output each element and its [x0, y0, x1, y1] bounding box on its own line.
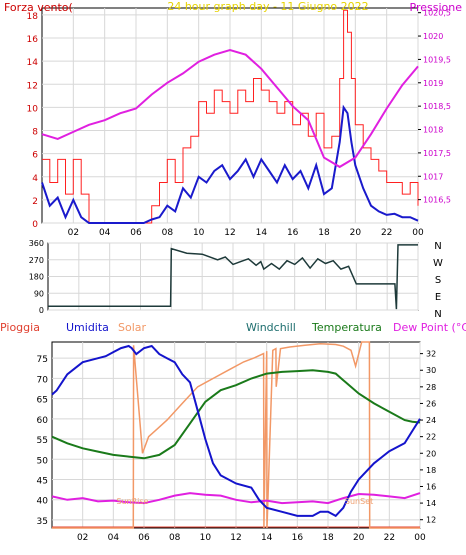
pressure-line	[41, 49, 419, 169]
legend-item: Umidita	[66, 321, 109, 334]
wind-tick-label: 18	[27, 12, 39, 22]
temperature-line	[51, 369, 421, 460]
humidity-tick-label: 40	[37, 497, 49, 507]
humidity-line	[51, 344, 421, 518]
legend-item: Dew Point (°C)	[393, 321, 466, 334]
compass-label: N	[434, 309, 441, 320]
time-tick-label: 14	[256, 228, 268, 238]
legend-item: Windchill	[246, 321, 296, 334]
temp-tick-label: 18	[426, 466, 436, 475]
wind-tick-label: 8	[32, 128, 38, 138]
temp-tick-label: 16	[426, 482, 436, 491]
temp-tick-label: 20	[426, 449, 436, 458]
wind-tick-label: 14	[27, 58, 39, 68]
pressure-tick-label: 1020	[423, 32, 443, 41]
time-tick-label: 02	[77, 533, 88, 543]
time-tick-label: 08	[169, 533, 181, 543]
wind-axis-label: Forza vento(	[4, 1, 73, 14]
temp-tick-label: 26	[426, 399, 436, 408]
time-tick-label: 20	[350, 228, 362, 238]
temp-tick-label: 30	[426, 366, 436, 375]
compass-label: N	[434, 241, 441, 252]
humidity-tick-label: 50	[37, 456, 49, 466]
humidity-tick-label: 65	[37, 396, 48, 406]
compass-label: E	[435, 292, 441, 303]
pressure-tick-label: 1020,5	[423, 9, 451, 18]
time-tick-label: 00	[412, 228, 424, 238]
wind-tick-label: 10	[27, 104, 39, 114]
temp-tick-label: 28	[426, 383, 436, 392]
wind-tick-label: 0	[32, 220, 38, 230]
wind-tick-label: 4	[32, 174, 38, 184]
temp-tick-label: 24	[426, 416, 436, 425]
pressure-tick-label: 1018	[423, 126, 443, 135]
temp-tick-label: 32	[426, 350, 436, 359]
direction-line	[48, 244, 418, 310]
wind-tick-label: 6	[32, 151, 38, 161]
legend-item: Pioggia	[0, 321, 40, 334]
time-tick-label: 06	[138, 533, 150, 543]
humidity-tick-label: 55	[37, 436, 48, 446]
legend-item: Temperatura	[311, 321, 382, 334]
humidity-tick-label: 60	[37, 416, 49, 426]
time-tick-label: 00	[414, 533, 426, 543]
wind-tick-label: 12	[27, 81, 38, 91]
sunset-label: SunSet	[345, 497, 373, 506]
humidity-tick-label: 70	[37, 375, 49, 385]
direction-tick-label: 90	[34, 289, 44, 298]
time-tick-label: 02	[68, 228, 79, 238]
time-tick-label: 16	[287, 228, 299, 238]
temp-humidity-chart: SunRise SunSet 35 40 45 50 55 60 65 70 75 12 14 16 18…	[0, 321, 466, 543]
time-tick-label: 16	[292, 533, 304, 543]
time-tick-label: 04	[108, 533, 120, 543]
time-tick-label: 10	[200, 533, 212, 543]
chart-title: 24 hour graph day - 11 Giugno 2022	[167, 0, 368, 13]
time-tick-label: 08	[162, 228, 174, 238]
time-tick-label: 18	[318, 228, 330, 238]
pressure-tick-label: 1019	[423, 79, 443, 88]
time-tick-label: 18	[322, 533, 334, 543]
humidity-tick-label: 75	[37, 355, 48, 365]
compass-label: S	[435, 275, 441, 286]
time-tick-label: 22	[384, 533, 395, 543]
time-tick-label: 10	[193, 228, 205, 238]
pressure-tick-label: 1016,5	[423, 196, 451, 205]
wind-pressure-chart: 0246810121416181016,510171017,510181018,…	[4, 0, 462, 238]
time-tick-label: 20	[353, 533, 365, 543]
direction-tick-label: 180	[29, 273, 44, 282]
pressure-tick-label: 1017,5	[423, 149, 451, 158]
temp-tick-label: 22	[426, 433, 436, 442]
humidity-tick-label: 35	[37, 517, 48, 527]
time-tick-label: 12	[230, 533, 241, 543]
wind-tick-label: 2	[32, 197, 38, 207]
legend-item: Solar	[118, 321, 147, 334]
time-tick-label: 12	[224, 228, 235, 238]
temp-tick-label: 14	[426, 499, 436, 508]
sunrise-label: SunRise	[116, 497, 148, 506]
direction-tick-label: 0	[39, 306, 44, 315]
pressure-axis-label: Pressione	[410, 1, 463, 14]
temp-tick-label: 12	[426, 516, 436, 525]
time-tick-label: 14	[261, 533, 273, 543]
time-tick-label: 04	[99, 228, 111, 238]
direction-tick-label: 360	[29, 239, 44, 248]
direction-tick-label: 270	[29, 256, 44, 265]
time-tick-label: 22	[381, 228, 392, 238]
pressure-tick-label: 1017	[423, 172, 443, 181]
wind-tick-label: 16	[27, 35, 39, 45]
solar-line	[52, 341, 420, 529]
dewpoint-line	[51, 492, 421, 505]
pressure-tick-label: 1019,5	[423, 55, 451, 64]
humidity-tick-label: 45	[37, 476, 48, 486]
pressure-tick-label: 1018,5	[423, 102, 451, 111]
time-tick-label: 06	[130, 228, 142, 238]
compass-label: W	[433, 258, 443, 269]
